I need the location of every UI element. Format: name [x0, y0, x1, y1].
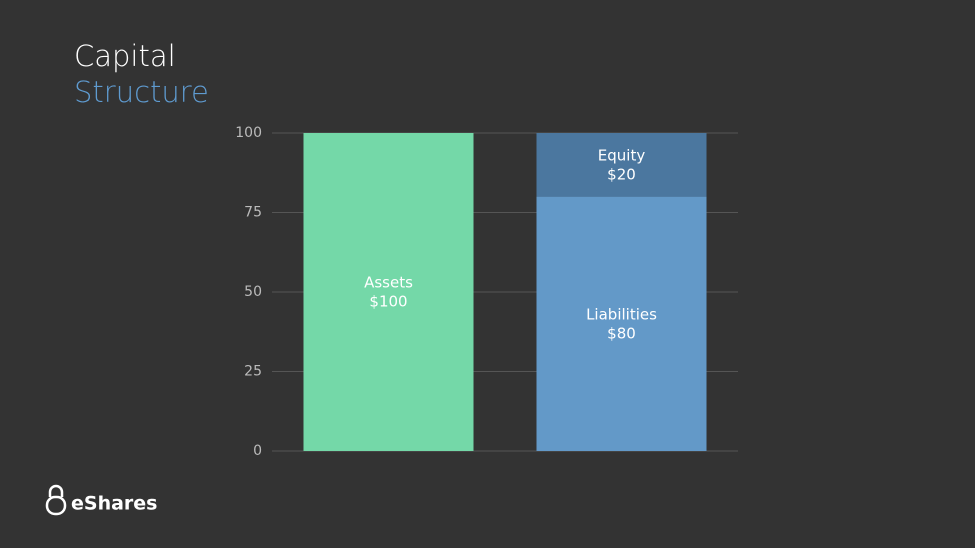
data-label: $100: [369, 293, 407, 311]
chart-subtitle: Structure: [74, 75, 209, 109]
logo-icon-body: [45, 495, 67, 516]
segment-name: Liabilities: [586, 305, 657, 323]
logo: eShares: [45, 484, 157, 516]
bar-segment: [536, 133, 707, 197]
plot: 0 25 50 75 100 Assets$100 Liabilities$80 Equity…: [235, 125, 738, 459]
chart-title: Capital: [74, 39, 176, 73]
segment-name: Assets: [364, 274, 413, 292]
y-tick-label: 0: [253, 443, 262, 459]
y-tick-label: 25: [244, 364, 262, 380]
data-label: $80: [607, 324, 636, 342]
data-label: $20: [607, 165, 636, 183]
y-tick-label: 100: [235, 125, 262, 141]
y-tick-label: 75: [244, 205, 262, 221]
bar-segment: [536, 196, 707, 451]
bar-segment: [303, 133, 474, 451]
y-tick-label: 50: [244, 284, 262, 300]
logo-icon: [48, 484, 64, 497]
logo-text: eShares: [71, 493, 157, 515]
segment-name: Equity: [598, 146, 646, 164]
